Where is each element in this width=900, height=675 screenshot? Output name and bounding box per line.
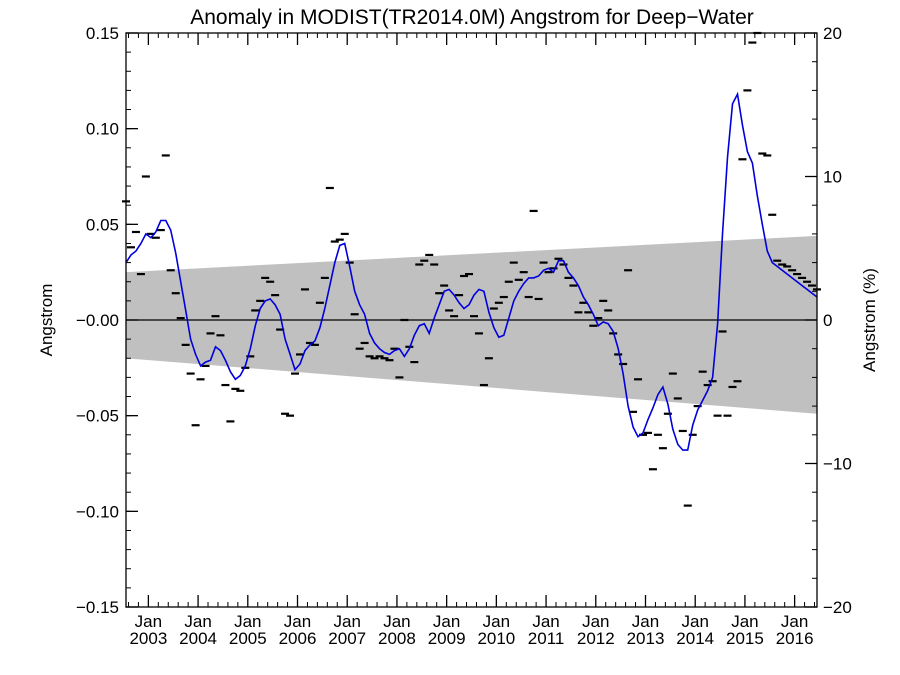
x-tick-month-label: Jan [632,612,659,631]
x-tick-month-label: Jan [234,612,261,631]
x-tick-year-label: 2007 [328,629,366,648]
x-tick-year-label: 2011 [528,629,565,648]
x-tick-month-label: Jan [433,612,460,631]
x-tick-year-label: 2006 [279,629,317,648]
y2-tick-label: 20 [823,24,842,43]
smoothed-line-layer [125,91,818,451]
x-tick-month-label: Jan [334,612,361,631]
y-tick-label: 0.15 [86,24,119,43]
confidence-band [126,235,817,414]
x-tick-year-label: 2015 [726,629,764,648]
y2-tick-label: 10 [823,168,842,187]
x-tick-year-label: 2003 [129,629,167,648]
x-tick-month-label: Jan [383,612,410,631]
x-tick-month-label: Jan [731,612,758,631]
y2-tick-label: −10 [823,455,852,474]
smoothed-anomaly-line [125,91,818,451]
x-tick-month-label: Jan [781,612,808,631]
y-tick-label: −0.10 [76,502,119,521]
x-tick-year-label: 2004 [179,629,217,648]
y-tick-label: −0.00 [76,311,119,330]
x-tick-year-label: 2016 [776,629,814,648]
x-tick-year-label: 2012 [577,629,615,648]
x-tick-month-label: Jan [483,612,510,631]
y2-tick-label: 0 [823,311,832,330]
y-tick-label: −0.15 [76,598,119,617]
x-tick-year-label: 2014 [676,629,714,648]
x-tick-year-label: 2013 [627,629,665,648]
x-tick-year-label: 2009 [428,629,466,648]
x-tick-month-label: Jan [284,612,311,631]
confidence-band-layer [126,235,817,414]
y2-tick-label: −20 [823,598,852,617]
y-tick-label: 0.10 [86,120,119,139]
axes [125,32,818,608]
chart-title: Anomaly in MODIST(TR2014.0M) Angstrom fo… [190,6,754,29]
y2-axis-label: Angstrom (%) [860,268,879,372]
x-tick-year-label: 2005 [229,629,267,648]
y-tick-label: 0.05 [86,215,119,234]
y-tick-label: −0.05 [76,407,119,426]
x-tick-month-label: Jan [681,612,708,631]
x-tick-year-label: 2008 [378,629,416,648]
x-tick-month-label: Jan [532,612,559,631]
x-tick-month-label: Jan [184,612,211,631]
tick-labels: −0.15 −0.10 −0.05 −0.00 0.05 0.10 0.15 −20 −10 0 1… [76,24,852,648]
x-tick-year-label: 2010 [477,629,515,648]
x-tick-month-label: Jan [135,612,162,631]
x-tick-month-label: Jan [582,612,609,631]
y-axis-label: Angstrom [37,284,56,357]
